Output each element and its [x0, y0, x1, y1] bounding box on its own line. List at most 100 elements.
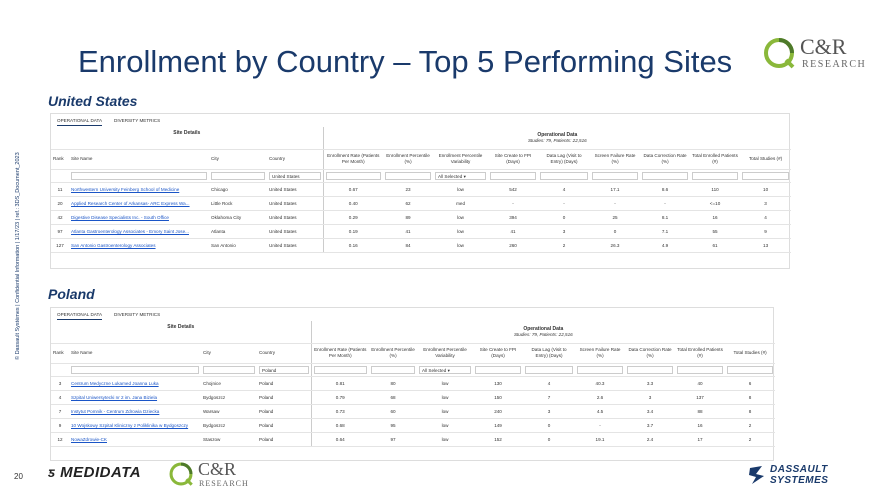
- table-row[interactable]: 20 Applied Research Center of Arkansas- A…: [51, 196, 792, 211]
- filter-input[interactable]: [727, 365, 774, 374]
- filter-input[interactable]: [325, 171, 382, 180]
- column-header[interactable]: Enrollment Percentile Variability: [417, 343, 474, 364]
- table-cell: 0.73: [310, 404, 370, 419]
- column-header[interactable]: Rank: [51, 343, 69, 364]
- column-header[interactable]: Country: [257, 343, 312, 364]
- filter-input[interactable]: [525, 365, 574, 374]
- table-cell: Staszow: [201, 432, 257, 447]
- column-header[interactable]: Site Name: [69, 343, 201, 364]
- filter-input[interactable]: [71, 365, 199, 374]
- column-header[interactable]: Enrollment Rate (Patients Per Month): [322, 149, 384, 170]
- table-cell: 60: [369, 404, 418, 419]
- table-cell: 4: [538, 182, 591, 197]
- column-header[interactable]: Rank: [51, 149, 69, 170]
- table-cell: 7: [523, 390, 576, 405]
- site-name-link[interactable]: NowaZdrowie-CK: [69, 432, 201, 447]
- site-name-link[interactable]: Applied Research Center of Arkansas- ARC…: [69, 196, 209, 211]
- column-header[interactable]: Site Create to FPI (Days): [473, 343, 524, 364]
- table-row[interactable]: 7 Instytut Pomnik - Centrum Zdrowia Dziec…: [51, 404, 776, 419]
- operational-data-label: Operational Data: [537, 132, 578, 139]
- column-header[interactable]: Site Name: [69, 149, 209, 170]
- table-row[interactable]: 4 Szpital Uniwersytecki nr 2 im. Jana Biz…: [51, 390, 776, 405]
- table-cell: low: [417, 390, 474, 405]
- column-header[interactable]: Data Lag (Visit to Entry) (Days): [523, 343, 576, 364]
- filter-input[interactable]: [71, 171, 207, 180]
- filter-input[interactable]: [203, 365, 255, 374]
- column-header[interactable]: City: [209, 149, 267, 170]
- column-header[interactable]: Data Lag (Visit to Entry) (Days): [538, 149, 591, 170]
- site-name-link[interactable]: Szpital Uniwersytecki nr 2 im. Jana Bizi…: [69, 390, 201, 405]
- table-cell: 2.6: [575, 390, 626, 405]
- table-cell: 110: [690, 182, 741, 197]
- variability-filter-select[interactable]: All Selected ▾: [435, 171, 487, 180]
- column-header[interactable]: Screen Failure Rate (%): [575, 343, 626, 364]
- column-header-row: Rank Site Name City Country Enrollment Rate …: [51, 149, 792, 170]
- column-header[interactable]: Data Correction Rate (%): [640, 149, 691, 170]
- country-filter[interactable]: United States: [269, 171, 321, 180]
- column-header[interactable]: City: [201, 343, 257, 364]
- table-cell: low: [433, 238, 489, 253]
- column-header[interactable]: Enrollment Rate (Patients Per Month): [310, 343, 370, 364]
- filter-input[interactable]: [385, 171, 432, 180]
- variability-filter-select[interactable]: All Selected ▾: [419, 365, 472, 374]
- table-cell: 0: [538, 210, 591, 225]
- column-header[interactable]: Country: [267, 149, 324, 170]
- cr-footer-name: C&R: [198, 459, 237, 479]
- filter-input[interactable]: [211, 171, 265, 180]
- table-cell: 9: [51, 418, 69, 433]
- poland-panel: OPERATIONAL DATA DIVERSITY METRICS Site De…: [50, 307, 776, 461]
- table-row[interactable]: 12 NowaZdrowie-CK Staszow Poland 0.64 97 low 15…: [51, 432, 776, 447]
- filter-input[interactable]: [313, 365, 368, 374]
- site-name-link[interactable]: 10 Wojskowy Szpital Kliniczny z Poliklin…: [69, 418, 201, 433]
- site-name-link[interactable]: Instytut Pomnik - Centrum Zdrowia Dzieck…: [69, 404, 201, 419]
- table-row[interactable]: 11 Northwestern University Feinberg Schoo…: [51, 182, 792, 197]
- column-header[interactable]: Data Correction Rate (%): [625, 343, 676, 364]
- filter-input[interactable]: [490, 171, 537, 180]
- site-name-link[interactable]: Northwestern University Feinberg School …: [69, 182, 209, 197]
- column-header[interactable]: Enrollment Percentile (%): [383, 149, 434, 170]
- column-header[interactable]: Enrollment Percentile Variability: [433, 149, 489, 170]
- filter-input[interactable]: [540, 171, 589, 180]
- table-cell: low: [433, 210, 489, 225]
- site-name-link[interactable]: Digestive Disease Specialists Inc. - Sou…: [69, 210, 209, 225]
- column-header[interactable]: Enrollment Percentile (%): [369, 343, 418, 364]
- tab-diversity-metrics[interactable]: DIVERSITY METRICS: [114, 118, 161, 123]
- filter-input[interactable]: [475, 365, 522, 374]
- table-cell: 80: [369, 376, 418, 391]
- table-row[interactable]: 9 10 Wojskowy Szpital Kliniczny z Polikli…: [51, 418, 776, 433]
- table-row[interactable]: 97 Atlanta Gastroenterology Associates - …: [51, 224, 792, 239]
- filter-cell: [310, 363, 370, 377]
- filter-input[interactable]: [577, 365, 624, 374]
- filter-input[interactable]: [692, 171, 739, 180]
- filter-input[interactable]: [642, 171, 689, 180]
- column-header[interactable]: Screen Failure Rate (%): [590, 149, 641, 170]
- table-cell: 150: [473, 390, 524, 405]
- table-cell: 19.1: [575, 432, 626, 447]
- table-row[interactable]: 3 Centrum Medyczne Lukamed Joanna Luka Cho…: [51, 376, 776, 391]
- column-header[interactable]: Total Enrolled Patients (#): [675, 343, 726, 364]
- table-cell: 152: [473, 432, 524, 447]
- tab-operational-data[interactable]: OPERATIONAL DATA: [57, 308, 103, 320]
- filter-input[interactable]: [677, 365, 724, 374]
- site-name-link[interactable]: Centrum Medyczne Lukamed Joanna Luka: [69, 376, 201, 391]
- column-header[interactable]: Total Enrolled Patients (#): [690, 149, 741, 170]
- table-row[interactable]: 127 San Antonio Gastroenterology Associat…: [51, 238, 792, 253]
- table-cell: 10: [740, 182, 792, 197]
- filter-input[interactable]: [592, 171, 639, 180]
- table-cell: 26.3: [590, 238, 641, 253]
- column-header[interactable]: Site Create to FPI (Days): [488, 149, 539, 170]
- table-cell: 0.68: [310, 418, 370, 433]
- site-name-link[interactable]: Atlanta Gastroenterology Associates - Em…: [69, 224, 209, 239]
- table-row[interactable]: 42 Digestive Disease Specialists Inc. - S…: [51, 210, 792, 225]
- site-name-link[interactable]: San Antonio Gastroenterology Associates: [69, 238, 209, 253]
- group-header-row: Site Details Operational Data Studies: 79,…: [51, 321, 776, 344]
- column-header[interactable]: Total Studies (#): [740, 149, 792, 170]
- filter-input[interactable]: [371, 365, 416, 374]
- tab-operational-data[interactable]: OPERATIONAL DATA: [57, 114, 103, 126]
- tab-diversity-metrics[interactable]: DIVERSITY METRICS: [114, 312, 161, 317]
- table-cell: 7.1: [640, 224, 691, 239]
- column-header[interactable]: Total Studies (#): [725, 343, 776, 364]
- filter-input[interactable]: [627, 365, 674, 374]
- country-filter[interactable]: Poland: [259, 365, 309, 374]
- filter-input[interactable]: [742, 171, 790, 180]
